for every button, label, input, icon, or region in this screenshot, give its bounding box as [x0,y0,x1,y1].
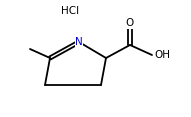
Text: O: O [126,18,134,28]
Text: HCl: HCl [61,6,79,16]
Text: OH: OH [154,50,170,60]
Text: N: N [75,37,83,47]
